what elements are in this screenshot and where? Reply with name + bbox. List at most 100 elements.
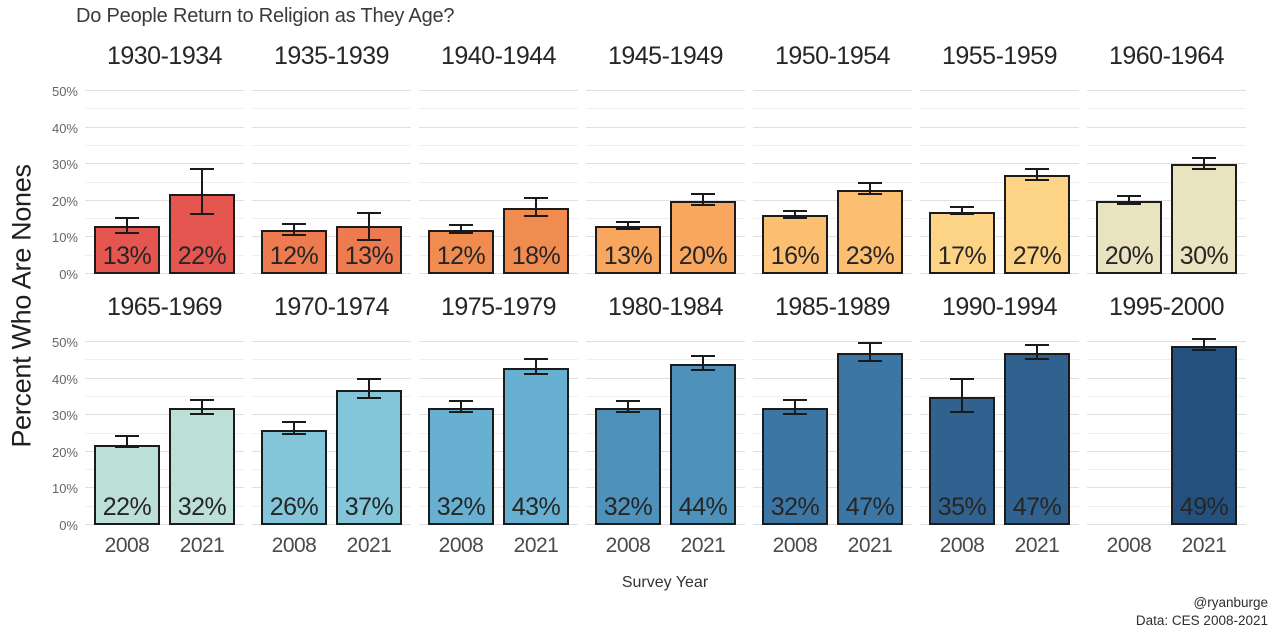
chart-title: Do People Return to Religion as They Age… [76,5,455,27]
gridline-major [920,126,1079,128]
error-bar-cap-bottom [950,213,974,216]
gridline-minor [753,359,912,361]
gridline-major [1087,163,1246,165]
error-bar-cap-bottom [783,217,807,220]
gridline-major [920,377,1079,379]
gridline-minor [1087,505,1246,507]
error-bar-cap-top [950,378,974,381]
error-bar-cap-bottom [691,369,715,372]
bar-value-label: 13% [102,242,152,270]
error-bar-cap-top [691,193,715,196]
facet-title-1975-1979: 1975-1979 [440,293,557,321]
gridline-minor [85,395,244,397]
gridline-minor [753,395,912,397]
gridline-major [1087,236,1246,238]
gridline-minor [586,469,745,471]
error-bar-line [1036,169,1038,181]
gridline-minor [920,218,1079,220]
y-tick-label: 20% [51,444,78,460]
gridline-major [586,341,745,342]
bar-value-label: 32% [177,493,227,521]
y-tick-label: 30% [51,408,78,424]
gridline-minor [753,254,912,256]
error-bar-line [627,222,629,231]
bar-value-label: 32% [436,493,486,521]
error-bar-cap-bottom [282,433,306,436]
x-tick-1975-1979-2008: 2008 [438,534,484,557]
gridline-minor [85,181,244,183]
error-bar-line [368,213,370,242]
bar-1990-1994-2008: 35% [929,396,995,525]
bar-1980-1984-2008: 32% [595,407,661,525]
gridline-major [85,414,244,416]
bar-value-label: 35% [937,493,987,521]
bar-1970-1974-2021: 37% [336,389,402,525]
bar-value-label: 23% [845,242,895,270]
gridline-major [85,236,244,238]
gridline-minor [920,432,1079,434]
gridline-major [419,487,578,489]
gridline-minor [753,505,912,507]
gridline-major [753,487,912,489]
bar-value-label: 12% [436,242,486,270]
bar-1930-1934-2021: 22% [169,193,235,274]
x-tick-1995-2000-2021: 2021 [1181,534,1227,557]
bar-value-label: 30% [1179,242,1229,270]
gridline-minor [252,108,411,110]
error-bar-cap-top [282,222,306,225]
x-tick-1990-1994-2021: 2021 [1014,534,1060,557]
bar-value-label: 12% [269,242,319,270]
gridline-major [586,163,745,165]
gridline-major [586,377,745,379]
gridline-minor [252,218,411,220]
gridline-major [1087,524,1246,525]
error-bar-line [794,400,796,416]
x-tick-1970-1974-2021: 2021 [346,534,392,557]
gridline-major [1087,414,1246,416]
bar-value-label: 47% [845,493,895,521]
bar-value-label: 16% [770,242,820,270]
error-bar-line [293,422,295,436]
bar-value-label: 26% [269,493,319,521]
gridline-minor [920,254,1079,256]
error-bar-cap-bottom [783,413,807,416]
bar-1980-1984-2021: 44% [670,364,736,525]
x-tick-1970-1974-2008: 2008 [271,534,317,557]
y-tick-label: 20% [51,193,78,209]
bar-1975-1979-2008: 32% [428,407,494,525]
y-tick-label: 50% [51,84,78,99]
gridline-minor [1087,144,1246,146]
error-bar-cap-top [858,182,882,185]
bar-1940-1944-2021: 18% [503,208,569,274]
gridline-minor [920,144,1079,146]
error-bar-cap-bottom [524,372,548,375]
gridline-major [586,199,745,201]
gridline-major [920,414,1079,416]
gridline-major [419,377,578,379]
error-bar-line [869,184,871,196]
gridline-major [920,273,1079,274]
gridline-major [586,487,745,489]
gridline-major [85,450,244,452]
y-tick-label: 10% [51,230,78,246]
facet-panel-1950-1954: 16% 23% [753,88,912,274]
facet-panel-1970-1974: 26% 37% [252,339,411,525]
bar-1955-1959-2021: 27% [1004,175,1070,274]
gridline-major [419,414,578,416]
gridline-minor [85,505,244,507]
gridline-major [586,450,745,452]
error-bar-line [293,224,295,236]
error-bar-line [702,356,704,372]
bar-value-label: 13% [603,242,653,270]
gridline-major [920,524,1079,525]
gridline-minor [419,505,578,507]
error-bar-line [961,380,963,414]
gridline-minor [753,144,912,146]
facet-title-1990-1994: 1990-1994 [941,293,1058,321]
gridline-major [920,487,1079,489]
bar-1940-1944-2008: 12% [428,230,494,274]
error-bar-cap-bottom [115,446,139,449]
gridline-minor [753,432,912,434]
gridline-major [1087,487,1246,489]
gridline-minor [920,181,1079,183]
